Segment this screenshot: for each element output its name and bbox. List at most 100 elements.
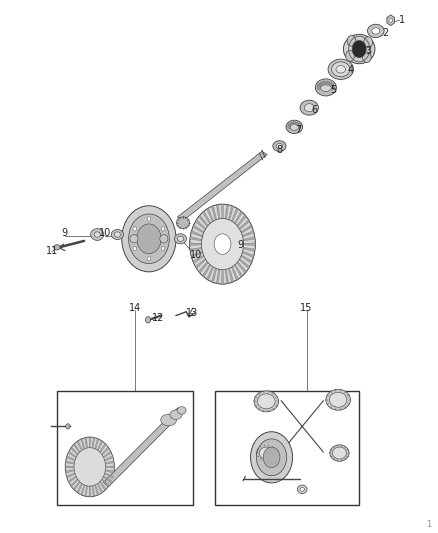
- Circle shape: [318, 84, 321, 88]
- Ellipse shape: [297, 485, 307, 494]
- Circle shape: [190, 204, 255, 284]
- Circle shape: [352, 41, 366, 58]
- Text: 1: 1: [426, 520, 431, 529]
- Circle shape: [326, 81, 329, 85]
- Circle shape: [66, 424, 70, 429]
- Text: 5: 5: [331, 85, 337, 94]
- Circle shape: [137, 224, 161, 254]
- Polygon shape: [68, 451, 76, 458]
- Polygon shape: [81, 439, 85, 449]
- Polygon shape: [195, 220, 206, 230]
- Ellipse shape: [332, 447, 346, 459]
- Polygon shape: [202, 264, 211, 277]
- Polygon shape: [242, 231, 254, 237]
- Polygon shape: [216, 269, 220, 284]
- Text: 13: 13: [186, 309, 198, 318]
- Polygon shape: [198, 262, 208, 273]
- Polygon shape: [99, 443, 106, 453]
- Polygon shape: [92, 486, 95, 496]
- Polygon shape: [190, 247, 202, 252]
- Polygon shape: [237, 215, 247, 227]
- Polygon shape: [105, 470, 114, 473]
- Polygon shape: [244, 243, 255, 245]
- Polygon shape: [212, 206, 217, 220]
- Ellipse shape: [372, 28, 380, 34]
- Circle shape: [322, 81, 326, 85]
- Circle shape: [129, 214, 169, 263]
- Ellipse shape: [330, 445, 349, 461]
- Ellipse shape: [300, 487, 304, 491]
- Circle shape: [347, 36, 356, 46]
- Ellipse shape: [343, 34, 375, 64]
- Circle shape: [317, 85, 321, 90]
- Ellipse shape: [161, 414, 177, 426]
- Ellipse shape: [320, 83, 332, 92]
- Polygon shape: [77, 483, 82, 493]
- Circle shape: [251, 432, 293, 483]
- Polygon shape: [66, 470, 74, 473]
- Polygon shape: [71, 447, 78, 455]
- Polygon shape: [190, 237, 202, 241]
- Circle shape: [362, 52, 371, 62]
- Polygon shape: [95, 439, 99, 449]
- Polygon shape: [207, 208, 214, 222]
- Circle shape: [331, 85, 335, 90]
- Circle shape: [288, 125, 290, 128]
- Circle shape: [133, 227, 137, 231]
- Ellipse shape: [259, 447, 273, 459]
- Text: 7: 7: [295, 125, 301, 135]
- Text: 15: 15: [300, 303, 313, 313]
- Ellipse shape: [273, 141, 286, 151]
- Polygon shape: [74, 443, 80, 453]
- Polygon shape: [239, 259, 250, 269]
- Text: 12: 12: [152, 313, 164, 322]
- Text: 4: 4: [347, 66, 353, 75]
- Polygon shape: [103, 408, 183, 487]
- Text: 11: 11: [46, 246, 58, 255]
- Circle shape: [298, 125, 301, 128]
- Text: 2: 2: [382, 28, 389, 38]
- Ellipse shape: [258, 394, 275, 409]
- Ellipse shape: [111, 229, 124, 239]
- Ellipse shape: [304, 103, 314, 112]
- Ellipse shape: [114, 232, 120, 237]
- Polygon shape: [198, 215, 208, 227]
- Polygon shape: [225, 269, 229, 284]
- Polygon shape: [243, 237, 255, 241]
- Ellipse shape: [91, 229, 104, 240]
- Ellipse shape: [254, 391, 279, 412]
- Polygon shape: [65, 466, 74, 468]
- Polygon shape: [212, 268, 217, 282]
- Ellipse shape: [336, 66, 346, 73]
- Polygon shape: [104, 473, 113, 478]
- Polygon shape: [228, 268, 233, 282]
- Polygon shape: [193, 225, 204, 233]
- Bar: [215, 391, 359, 505]
- Polygon shape: [81, 484, 85, 495]
- Text: 10: 10: [99, 229, 111, 238]
- Text: 9: 9: [237, 240, 243, 250]
- Circle shape: [147, 256, 151, 261]
- Polygon shape: [225, 205, 229, 219]
- Ellipse shape: [130, 235, 138, 243]
- Polygon shape: [222, 270, 223, 284]
- Text: 14: 14: [129, 303, 141, 313]
- Polygon shape: [177, 151, 267, 221]
- Circle shape: [65, 437, 114, 497]
- Polygon shape: [231, 208, 238, 222]
- Circle shape: [389, 18, 392, 22]
- Polygon shape: [202, 211, 211, 224]
- Text: 1: 1: [399, 15, 405, 25]
- Polygon shape: [102, 479, 109, 487]
- Polygon shape: [103, 476, 111, 483]
- Circle shape: [320, 82, 323, 86]
- Circle shape: [161, 227, 165, 231]
- Ellipse shape: [326, 389, 350, 410]
- Ellipse shape: [290, 124, 299, 130]
- Polygon shape: [102, 447, 109, 455]
- Circle shape: [122, 206, 176, 272]
- Polygon shape: [71, 479, 78, 487]
- Circle shape: [201, 219, 244, 270]
- Polygon shape: [89, 486, 91, 497]
- Circle shape: [133, 247, 137, 251]
